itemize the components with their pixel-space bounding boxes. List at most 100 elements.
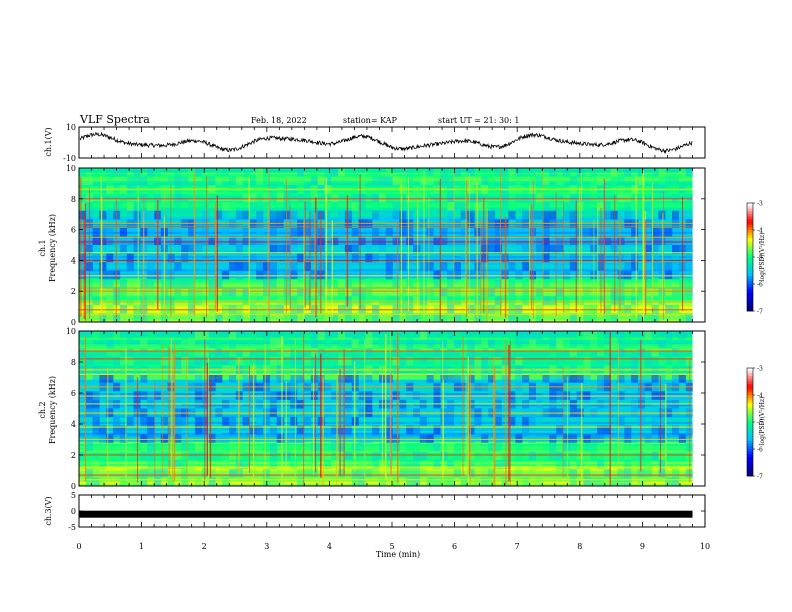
ch1-spectrogram-cell xyxy=(672,253,680,263)
ch1-spectrogram-cell xyxy=(494,236,502,245)
colorbar-segment xyxy=(747,224,753,228)
ch2-spectrogram-cell xyxy=(147,442,155,452)
colorbar-segment xyxy=(747,230,753,234)
ch2-spectrogram-cell xyxy=(419,417,427,426)
ch1-spectrogram-cell xyxy=(419,279,427,288)
ch1-spectrogram-cell xyxy=(563,270,571,280)
ch1-spectrogram-cell xyxy=(542,279,550,288)
ch2-spectrogram-cell xyxy=(338,442,346,452)
ch2-spectrogram-cell xyxy=(263,451,271,461)
ch1-spectrogram-cell xyxy=(79,176,87,186)
ch1-spectrogram-cell xyxy=(508,236,516,245)
ch2-spectrogram-cell xyxy=(576,356,584,366)
ch1-spectrogram-cell xyxy=(310,313,318,322)
ch2-spectrogram-cell xyxy=(624,356,632,366)
ch1-spectrogram-cell xyxy=(385,262,393,271)
ch1-spectrogram-cell xyxy=(392,176,400,186)
ch1-spectrogram-cell xyxy=(597,270,605,280)
ch2-spectrogram-cell xyxy=(174,356,182,366)
ch2-spectrogram-ylabel-1: ch.2 xyxy=(38,401,47,418)
ch2-spectrogram-cell xyxy=(338,331,346,340)
ch2-spectrogram-cell xyxy=(99,374,107,383)
ch1-spectrogram-cell xyxy=(665,279,673,288)
ch1-spectrogram-cell xyxy=(685,202,693,211)
ch1-spectrogram-cell xyxy=(413,168,421,177)
ch2-spectrogram-cell xyxy=(583,468,591,478)
ch1-spectrogram-cell xyxy=(637,270,645,280)
ch2-spectrogram-cell xyxy=(556,417,564,426)
ch1-spectrogram-cell xyxy=(453,202,461,211)
ch1-spectrogram-cell xyxy=(542,253,550,263)
ch2-spectrogram-cell xyxy=(310,442,318,452)
ch2-spectrogram-cell xyxy=(617,331,625,340)
ch2-spectrogram-cell xyxy=(399,468,407,478)
ch1-spectrogram-cell xyxy=(488,176,496,186)
ch1-spectrogram-cell xyxy=(331,262,339,271)
ch1-spectrogram-cell xyxy=(522,279,530,288)
ch1-spectrogram-cell xyxy=(351,202,359,211)
ch1-spectrogram-cell xyxy=(501,168,509,177)
ch2-spectrogram-cell xyxy=(624,451,632,461)
ch2-spectrogram-cell xyxy=(488,460,496,469)
ch1-spectrogram-cell xyxy=(399,210,407,220)
ch1-spectrogram-cell xyxy=(399,176,407,186)
ch2-spectrogram-cell xyxy=(181,468,189,478)
ch1-spectrogram-cell xyxy=(303,236,311,245)
ch2-spectrogram-cell xyxy=(603,348,611,357)
colorbar-tick-label: -7 xyxy=(757,309,763,316)
ch1-spectrogram-cell xyxy=(542,202,550,211)
y-tick-label: 5 xyxy=(71,491,76,500)
ch2-spectrogram-cell xyxy=(651,374,659,383)
ch1-spectrogram-cell xyxy=(372,210,380,220)
ch2-spectrogram-cell xyxy=(631,434,639,443)
ch1-spectrogram-cell xyxy=(378,193,386,203)
ch2-spectrogram-cell xyxy=(563,460,571,469)
ch1-spectrogram-cell xyxy=(488,279,496,288)
ch2-spectrogram-cell xyxy=(215,425,223,435)
ch1-spectrogram-cell xyxy=(235,262,243,271)
ch1-spectrogram-cell xyxy=(372,193,380,203)
ch2-spectrogram-cell xyxy=(106,434,114,443)
ch2-spectrogram-cell xyxy=(188,425,196,435)
ch2-spectrogram-cell xyxy=(617,339,625,349)
ch1-spectrogram-cell xyxy=(119,193,127,203)
ch2-spectrogram-cell xyxy=(406,468,414,478)
ch1-spectrogram-cell xyxy=(467,253,475,263)
ch1-spectrogram-cell xyxy=(351,227,359,237)
ch2-spectrogram-cell xyxy=(147,331,155,340)
ch2-spectrogram-cell xyxy=(222,477,230,486)
ch1-spectrogram-cell xyxy=(522,168,530,177)
ch2-spectrogram-cell xyxy=(310,468,318,478)
ch2-spectrogram-cell xyxy=(515,374,523,383)
ch2-spectrogram-cell xyxy=(563,339,571,349)
ch1-spectrogram-cell xyxy=(324,279,332,288)
ch2-spectrogram-cell xyxy=(181,434,189,443)
ch1-spectrogram-cell xyxy=(467,176,475,186)
ch2-spectrogram-cell xyxy=(563,374,571,383)
ch2-spectrogram-cell xyxy=(549,434,557,443)
ch1-spectrogram-cell xyxy=(624,253,632,263)
ch2-spectrogram-cell xyxy=(188,348,196,357)
ch1-spectrogram-cell xyxy=(556,262,564,271)
ch2-spectrogram-cell xyxy=(624,434,632,443)
ch2-spectrogram-cell xyxy=(474,356,482,366)
ch2-spectrogram-cell xyxy=(597,331,605,340)
ch1-spectrogram-cell xyxy=(467,168,475,177)
ch1-spectrogram-cell xyxy=(276,210,284,220)
ch1-spectrogram-cell xyxy=(597,253,605,263)
ch2-spectrogram-cell xyxy=(658,356,666,366)
ch1-spectrogram-cell xyxy=(229,176,237,186)
ch2-spectrogram-cell xyxy=(256,356,264,366)
ch2-spectrogram-cell xyxy=(413,442,421,452)
ch1-spectrogram-cell xyxy=(419,313,427,322)
ch2-spectrogram-cell xyxy=(385,451,393,461)
ch1-spectrogram-cell xyxy=(99,202,107,211)
ch2-spectrogram-cell xyxy=(242,417,250,426)
ch2-spectrogram-cell xyxy=(188,460,196,469)
ch1-spectrogram-cell xyxy=(79,193,87,203)
ch1-spectrogram-cell xyxy=(488,245,496,254)
ch1-spectrogram-cell xyxy=(338,227,346,237)
ch1-spectrogram-cell xyxy=(113,168,121,177)
ch1-spectrogram-cell xyxy=(447,210,455,220)
ch2-spectrogram-cell xyxy=(351,477,359,486)
